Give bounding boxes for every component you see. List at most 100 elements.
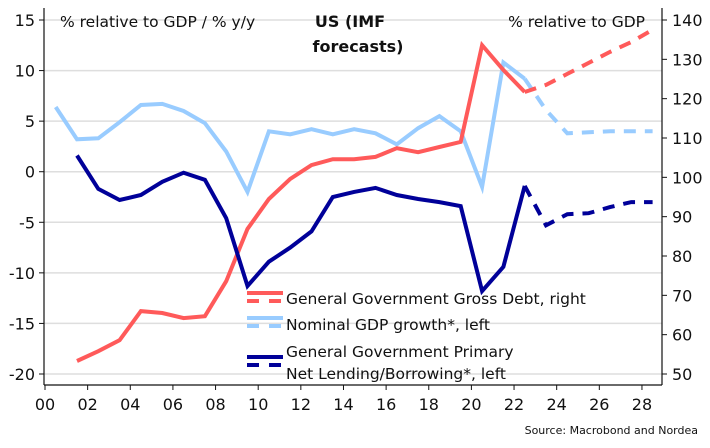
right-tick-label: 120	[672, 90, 703, 109]
x-tick-label: 24	[547, 395, 567, 414]
data-point-nominal-gdp	[246, 190, 250, 194]
left-tick-label: 0	[25, 163, 35, 182]
forecast-point-gross-debt	[523, 90, 527, 94]
data-point-nominal-gdp	[118, 120, 122, 124]
right-tick-label: 60	[672, 326, 692, 345]
right-tick-label: 130	[672, 50, 703, 69]
right-tick-label: 140	[672, 11, 703, 30]
x-tick-label: 28	[632, 395, 652, 414]
data-point-primary-balance	[416, 197, 420, 201]
right-tick-label: 110	[672, 129, 703, 148]
data-point-primary-balance	[437, 200, 441, 204]
forecast-point-nominal-gdp	[651, 129, 655, 133]
data-point-nominal-gdp	[54, 105, 58, 109]
forecast-point-primary-balance	[629, 200, 633, 204]
data-point-gross-debt	[203, 314, 207, 318]
data-point-primary-balance	[96, 187, 100, 191]
data-point-nominal-gdp	[416, 126, 420, 130]
x-tick-label: 16	[376, 395, 396, 414]
data-point-gross-debt	[118, 338, 122, 342]
x-tick-label: 02	[77, 395, 97, 414]
x-tick-label: 20	[461, 395, 481, 414]
data-point-gross-debt	[501, 68, 505, 72]
forecast-point-gross-debt	[629, 40, 633, 44]
x-tick-label: 00	[35, 395, 55, 414]
data-point-primary-balance	[246, 284, 250, 288]
right-axis-title: % relative to GDP	[508, 13, 645, 31]
right-axis-ticks: 140 130 120 110 100 90 80 70 60 50	[662, 11, 703, 384]
x-tick-label: 14	[333, 395, 353, 414]
data-point-nominal-gdp	[96, 136, 100, 140]
forecast-point-primary-balance	[565, 212, 569, 216]
data-point-gross-debt	[480, 43, 484, 47]
data-point-primary-balance	[373, 186, 377, 190]
data-point-gross-debt	[75, 359, 79, 363]
data-point-nominal-gdp	[182, 109, 186, 113]
legend: General Government Gross Debt, right Nom…	[247, 290, 586, 383]
data-point-nominal-gdp	[373, 131, 377, 135]
forecast-point-primary-balance	[523, 184, 527, 188]
data-point-nominal-gdp	[501, 60, 505, 64]
x-axis-ticks: 00 02 04 06 08 10 12 14 16 18 20 22 24 26 28	[35, 385, 652, 414]
series-line-nominal-gdp	[54, 58, 526, 197]
data-point-gross-debt	[246, 227, 250, 231]
legend-item-nominal-gdp: Nominal GDP growth*, left	[247, 316, 490, 334]
series-forecast-nominal-gdp	[523, 77, 653, 136]
right-tick-label: 100	[672, 168, 703, 187]
left-tick-label: 5	[25, 112, 35, 131]
data-point-gross-debt	[459, 140, 463, 144]
series-line-gross-debt	[76, 40, 527, 363]
x-tick-label: 04	[120, 395, 140, 414]
x-tick-label: 26	[589, 395, 609, 414]
data-point-nominal-gdp	[352, 127, 356, 131]
left-tick-label: 10	[15, 62, 35, 81]
left-axis-ticks: 15 10 5 0 -5 -10 -15 -20	[9, 11, 44, 384]
legend-label-gross-debt: General Government Gross Debt, right	[286, 290, 586, 308]
data-point-gross-debt	[352, 157, 356, 161]
forecast-point-gross-debt	[587, 61, 591, 65]
series-forecast-primary-balance	[522, 184, 653, 228]
forecast-point-primary-balance	[608, 205, 612, 209]
data-point-nominal-gdp	[139, 103, 143, 107]
data-point-nominal-gdp	[480, 185, 484, 189]
left-tick-label: -15	[9, 314, 35, 333]
right-tick-label: 90	[672, 208, 692, 227]
gridlines	[44, 19, 662, 375]
data-point-primary-balance	[267, 260, 271, 264]
data-point-nominal-gdp	[310, 127, 314, 131]
forecast-point-nominal-gdp	[523, 77, 527, 81]
forecast-point-gross-debt	[608, 50, 612, 54]
left-tick-label: -10	[9, 264, 35, 283]
data-point-primary-balance	[118, 198, 122, 202]
legend-label-primary-balance-line-1: General Government Primary	[286, 343, 514, 361]
data-point-primary-balance	[501, 265, 505, 269]
forecast-point-nominal-gdp	[544, 108, 548, 112]
data-point-primary-balance	[160, 180, 164, 184]
left-axis-title: % relative to GDP / % y/y	[60, 13, 255, 31]
chart-title-line-1: US (IMF	[315, 12, 385, 31]
data-point-nominal-gdp	[75, 137, 79, 141]
data-point-primary-balance	[352, 190, 356, 194]
x-tick-label: 12	[291, 395, 311, 414]
data-point-gross-debt	[160, 311, 164, 315]
data-point-nominal-gdp	[160, 102, 164, 106]
data-point-gross-debt	[310, 163, 314, 167]
forecast-point-nominal-gdp	[629, 129, 633, 133]
data-point-gross-debt	[288, 177, 292, 181]
data-point-gross-debt	[437, 145, 441, 149]
data-point-gross-debt	[416, 150, 420, 154]
data-point-gross-debt	[139, 309, 143, 313]
chart-title-line-2: forecasts)	[313, 37, 404, 56]
legend-item-primary-balance: General Government Primary Net Lending/B…	[247, 343, 514, 383]
data-point-primary-balance	[203, 178, 207, 182]
data-point-gross-debt	[267, 197, 271, 201]
x-tick-label: 22	[504, 395, 524, 414]
left-tick-label: -20	[9, 365, 35, 384]
data-point-nominal-gdp	[224, 149, 228, 153]
data-point-primary-balance	[310, 229, 314, 233]
forecast-point-nominal-gdp	[587, 130, 591, 134]
data-point-primary-balance	[331, 195, 335, 199]
data-point-gross-debt	[182, 316, 186, 320]
data-point-primary-balance	[288, 246, 292, 250]
